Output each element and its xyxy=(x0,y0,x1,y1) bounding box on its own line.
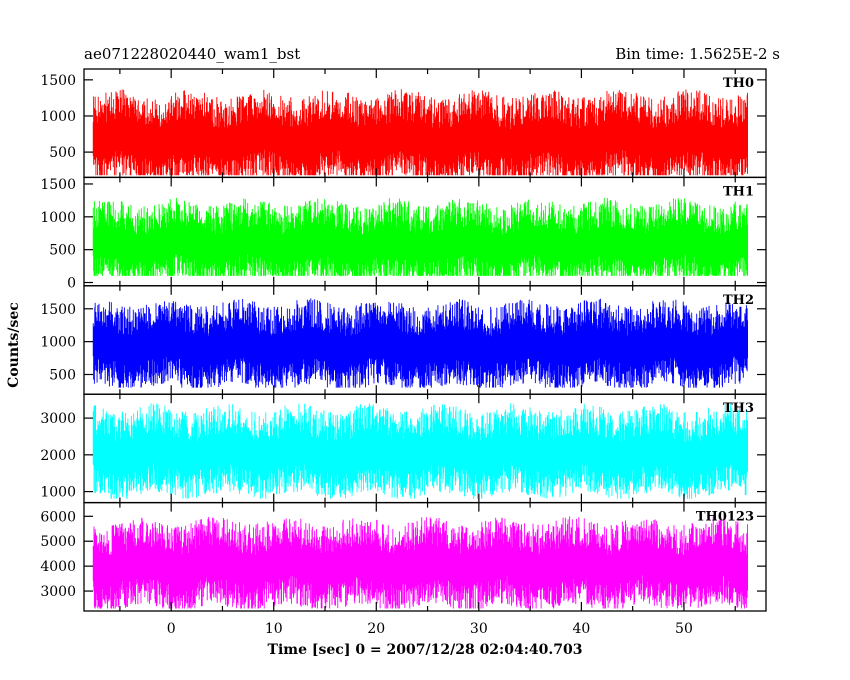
y-tick-label: 1500 xyxy=(40,73,76,89)
y-tick-label: 500 xyxy=(49,145,76,161)
panel-label-th1: TH1 xyxy=(723,184,754,199)
y-tick-label: 1000 xyxy=(40,485,76,501)
x-axis-label: Time [sec] 0 = 2007/12/28 02:04:40.703 xyxy=(268,642,583,658)
panels-group: 500 1000 1500 TH0 0 500 1000 1500 TH1 500 1000 1500… xyxy=(40,68,767,612)
x-tick-label: 50 xyxy=(675,621,693,637)
y-tick-label: 1000 xyxy=(40,335,76,351)
y-tick-label: 0 xyxy=(67,276,76,292)
series-th0-trace xyxy=(92,89,748,176)
y-tick-label: 2000 xyxy=(40,448,76,464)
y-tick-label: 4000 xyxy=(40,559,76,575)
series-th0123-trace xyxy=(92,516,748,609)
panel-th0123-frame xyxy=(83,501,767,612)
panel-label-th3: TH3 xyxy=(723,401,754,416)
y-tick-label: 5000 xyxy=(40,534,76,550)
y-tick-label: 500 xyxy=(49,367,76,383)
panel-th0123: 3000 4000 5000 6000 TH0123 xyxy=(40,501,767,612)
y-tick-label: 1000 xyxy=(40,109,76,125)
y-tick-label: 1500 xyxy=(40,302,76,318)
panel-label-th2: TH2 xyxy=(723,293,754,308)
y-tick-label: 1500 xyxy=(40,177,76,193)
x-tick-label: 0 xyxy=(167,621,176,637)
y-tick-label: 3000 xyxy=(40,411,76,427)
x-tick-label: 40 xyxy=(572,621,590,637)
panel-label-th0: TH0 xyxy=(723,76,754,91)
panel-th3: 1000 2000 3000 TH3 xyxy=(40,393,767,504)
series-th2-trace xyxy=(92,298,748,388)
y-axis-label: Counts/sec xyxy=(6,302,22,388)
y-tick-label: 1000 xyxy=(40,210,76,226)
chart-title-right: Bin time: 1.5625E-2 s xyxy=(615,45,780,63)
chart-title-left: ae071228020440_wam1_bst xyxy=(84,45,300,63)
panel-label-th0123: TH0123 xyxy=(696,510,754,525)
x-tick-label: 20 xyxy=(367,621,385,637)
x-tick-label: 10 xyxy=(265,621,283,637)
panel-th2: 500 1000 1500 TH2 xyxy=(40,285,767,395)
series-th3-trace xyxy=(92,403,748,499)
y-tick-label: 3000 xyxy=(40,584,76,600)
panel-th1: 0 500 1000 1500 TH1 xyxy=(40,176,767,292)
series-th1-trace xyxy=(92,197,748,276)
y-tick-label: 6000 xyxy=(40,509,76,525)
panel-th0: 500 1000 1500 TH0 xyxy=(40,68,767,179)
x-tick-label: 30 xyxy=(470,621,488,637)
y-tick-label: 500 xyxy=(49,243,76,259)
x-tick-labels: 0 10 20 30 40 50 xyxy=(167,621,693,637)
